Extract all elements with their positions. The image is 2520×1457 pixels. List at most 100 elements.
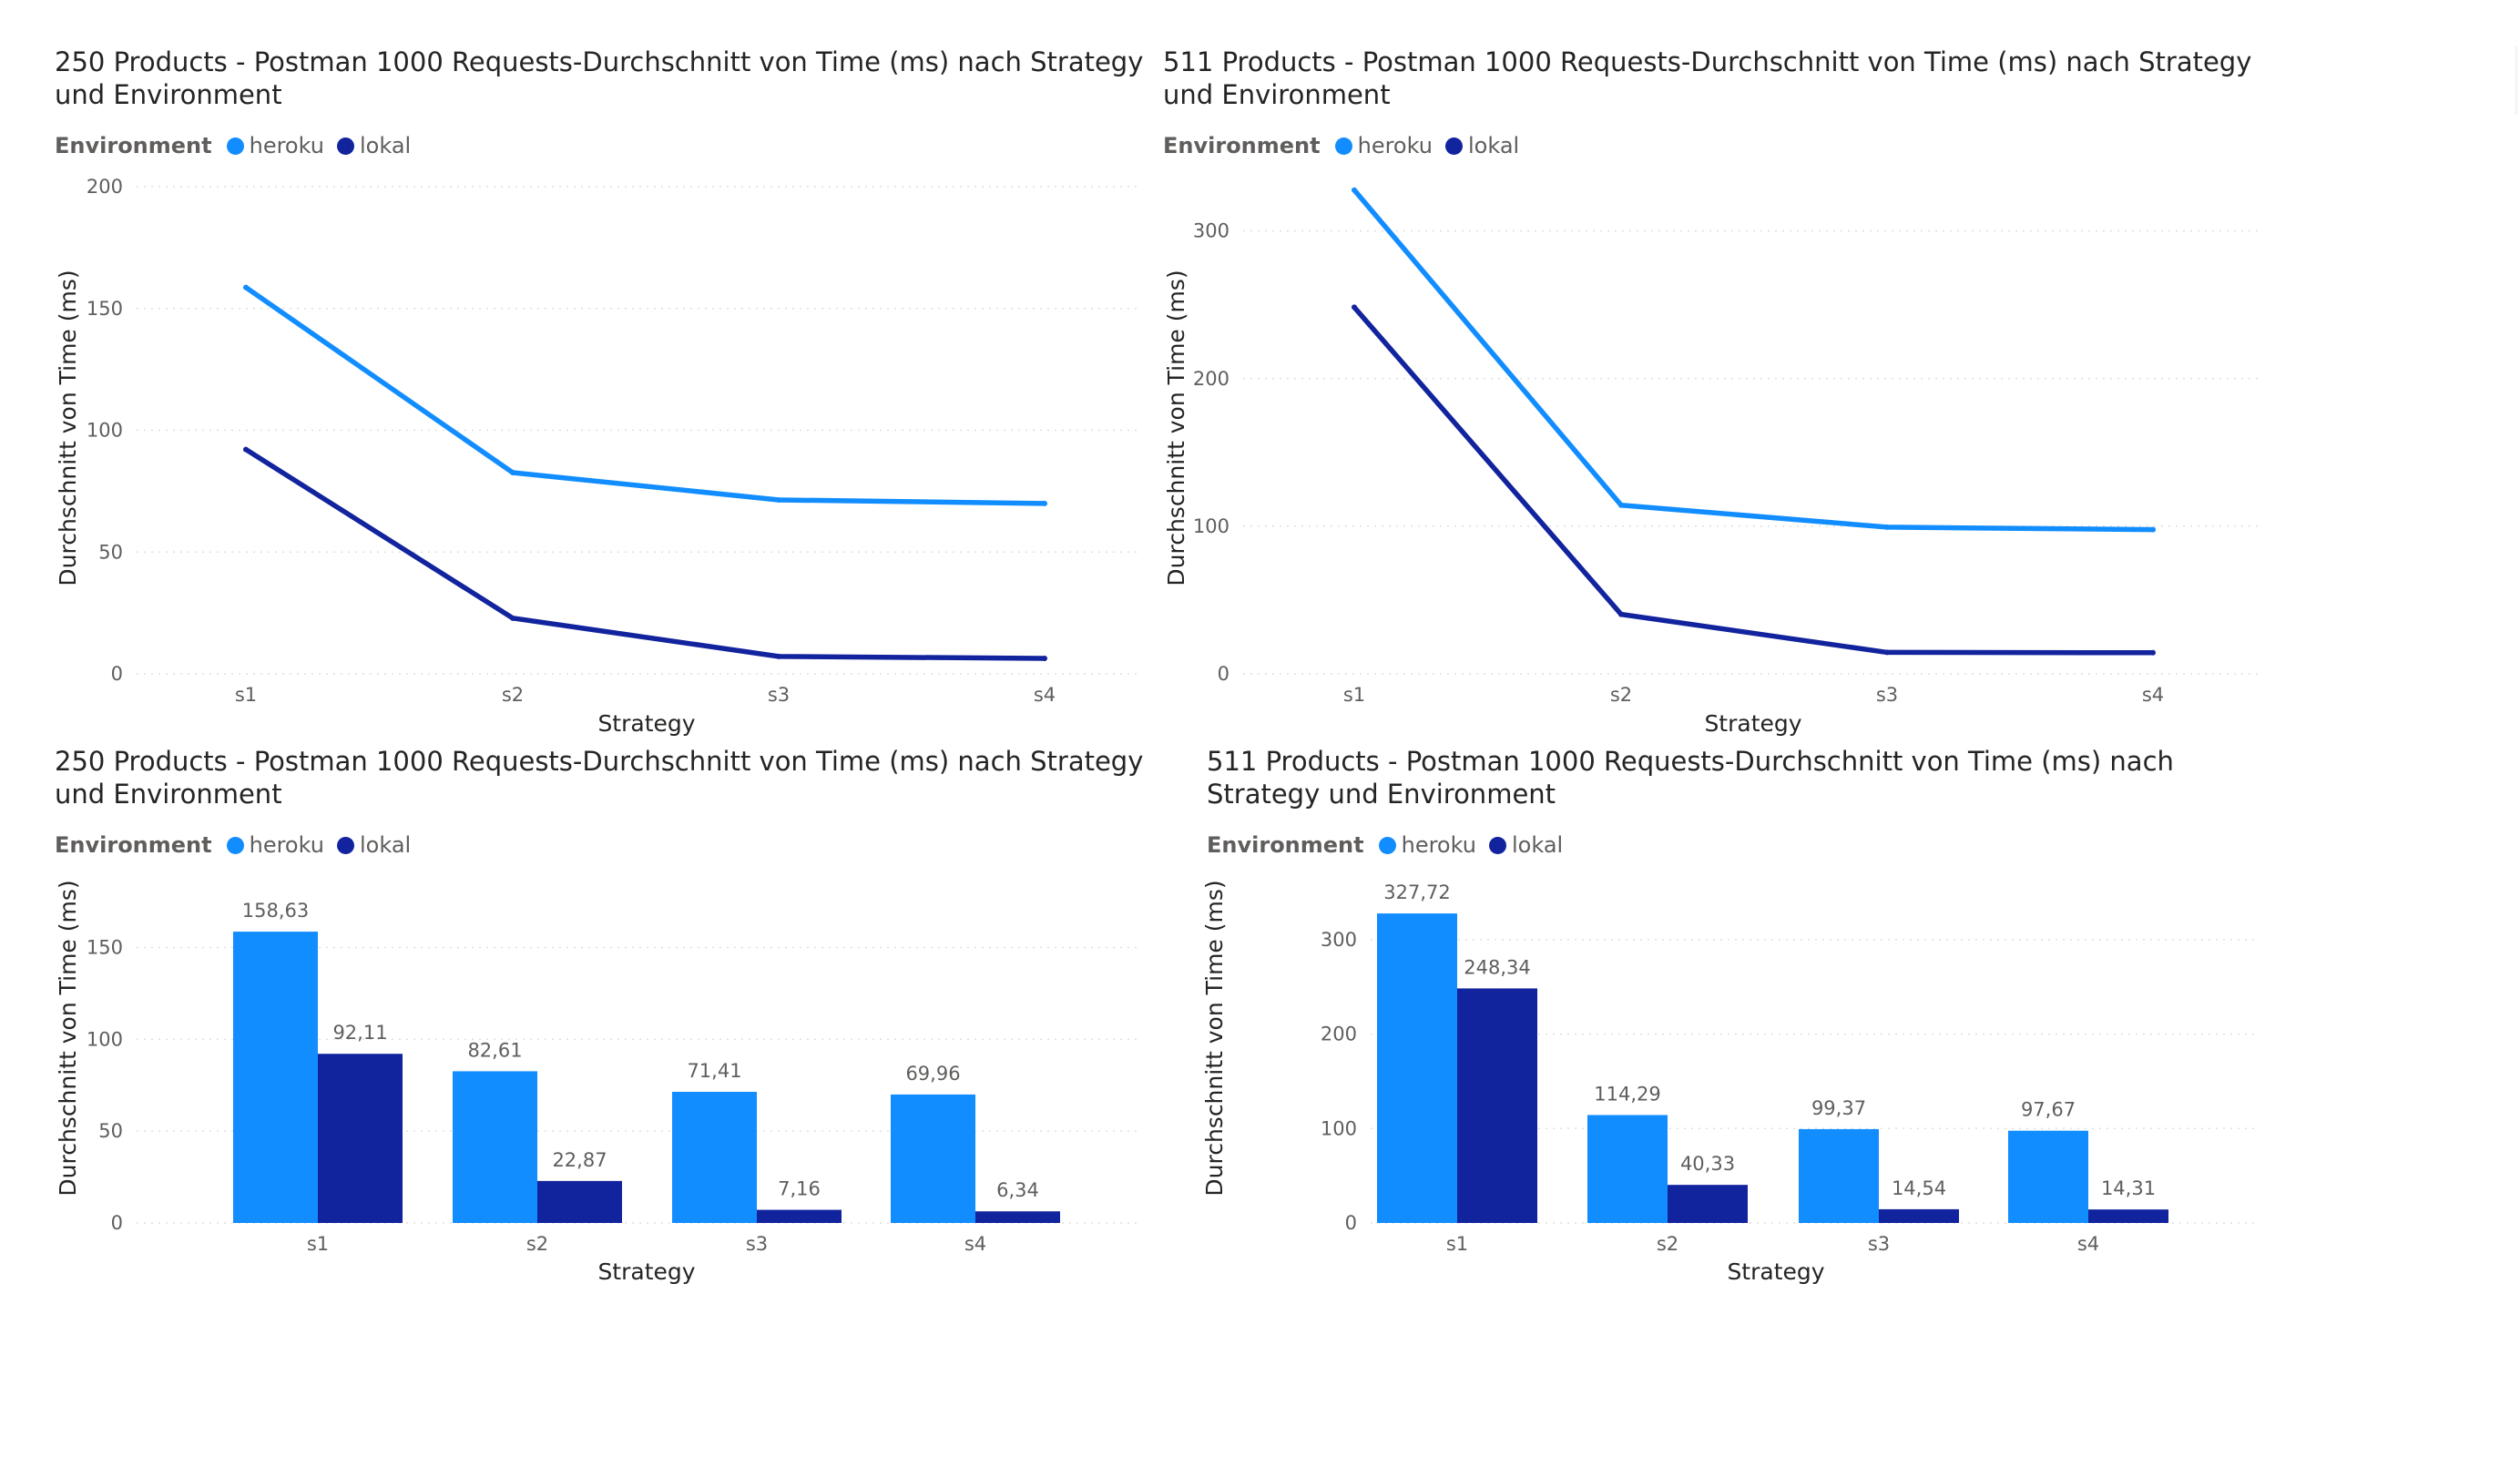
data-point-lokal[interactable] (1042, 656, 1047, 662)
legend-item-lokal[interactable]: lokal (1444, 133, 1520, 158)
legend-item-lokal[interactable]: lokal (336, 832, 412, 858)
bar-lokal[interactable] (975, 1211, 1060, 1223)
data-label: 99,37 (1811, 1097, 1866, 1119)
bar-heroku[interactable] (672, 1091, 757, 1223)
legend-label: heroku (1401, 832, 1476, 858)
data-point-lokal[interactable] (1884, 649, 1890, 656)
x-tick-label: s3 (1876, 684, 1898, 706)
data-point-lokal[interactable] (1352, 304, 1357, 311)
x-tick-label: s1 (307, 1233, 329, 1255)
y-tick-label: 0 (111, 663, 123, 685)
legend-dot-icon (336, 836, 354, 854)
bar-lokal[interactable] (1668, 1185, 1748, 1223)
bar-lokal[interactable] (757, 1209, 842, 1223)
legend-title: Environment (55, 133, 212, 158)
y-axis-title: Durchschnitt von Time (ms) (55, 270, 81, 586)
plot-area: Durchschnitt von Time (ms) Strategy 0 50 1… (55, 176, 1138, 737)
data-point-lokal[interactable] (1618, 611, 1624, 617)
legend-dot-icon (1444, 137, 1463, 155)
data-point-heroku[interactable] (1352, 187, 1357, 193)
chart-title: 250 Products - Postman 1000 Requests-Dur… (55, 746, 1144, 810)
y-tick-label: 50 (98, 1120, 123, 1142)
y-tick-label: 300 (1321, 929, 1357, 951)
x-tick-label: s2 (1610, 684, 1632, 706)
x-tick-label: s4 (1034, 684, 1056, 706)
legend: Environment heroku lokal (1163, 133, 1532, 158)
legend-dot-icon (226, 836, 244, 854)
y-axis-title: Durchschnitt von Time (ms) (55, 880, 81, 1196)
x-tick-label: s2 (502, 684, 524, 706)
x-tick-label: s2 (526, 1233, 548, 1255)
bar-lokal[interactable] (318, 1054, 403, 1223)
y-tick-label: 50 (98, 541, 123, 563)
bar-heroku[interactable] (1587, 1115, 1668, 1223)
data-point-heroku[interactable] (776, 496, 781, 503)
data-label: 114,29 (1594, 1083, 1660, 1105)
bar-lokal[interactable] (537, 1180, 622, 1223)
x-tick-label: s3 (768, 684, 790, 706)
x-axis-title: Strategy (597, 710, 695, 737)
legend-item-heroku[interactable]: heroku (226, 832, 324, 858)
x-tick-label: s3 (1868, 1233, 1890, 1255)
visual-border (2515, 46, 2517, 115)
series-line-heroku[interactable] (243, 284, 1047, 506)
x-tick-label: s4 (2142, 684, 2164, 706)
plot-area: Durchschnitt von Time (ms) Strategy 0 100… (1163, 187, 2259, 737)
x-tick-label: s1 (235, 684, 257, 706)
data-point-lokal[interactable] (776, 653, 781, 659)
bar-heroku[interactable] (453, 1071, 537, 1223)
y-tick-label: 100 (87, 420, 123, 442)
legend-label: lokal (359, 133, 412, 158)
data-point-heroku[interactable] (2150, 526, 2156, 533)
series-line-heroku[interactable] (1352, 187, 2156, 533)
x-axis-title: Strategy (1727, 1258, 1824, 1285)
data-point-lokal[interactable] (510, 615, 515, 621)
legend-item-lokal[interactable]: lokal (1488, 832, 1563, 858)
data-point-heroku[interactable] (243, 284, 249, 290)
data-label: 92,11 (332, 1022, 387, 1044)
bar-heroku[interactable] (233, 932, 318, 1223)
data-point-heroku[interactable] (1618, 502, 1624, 508)
series-line-lokal[interactable] (243, 446, 1047, 661)
bar-lokal[interactable] (2088, 1209, 2168, 1223)
legend-item-heroku[interactable]: heroku (1334, 133, 1433, 158)
legend-label: lokal (359, 832, 412, 858)
data-label: 22,87 (552, 1149, 607, 1171)
legend-title: Environment (55, 832, 212, 858)
y-axis-title: Durchschnitt von Time (ms) (1201, 880, 1228, 1196)
x-tick-label: s3 (746, 1233, 768, 1255)
plot-area: Durchschnitt von Time (ms) Strategy 0 100… (1201, 880, 2259, 1285)
y-tick-label: 0 (1218, 663, 1229, 685)
y-tick-label: 150 (87, 937, 123, 959)
legend-label: lokal (1467, 133, 1520, 158)
x-tick-label: s4 (2077, 1233, 2099, 1255)
bar-heroku[interactable] (1799, 1128, 1879, 1223)
y-axis-title: Durchschnitt von Time (ms) (1163, 270, 1189, 586)
chart-title: 511 Products - Postman 1000 Requests-Dur… (1163, 46, 2252, 110)
data-label: 97,67 (2021, 1099, 2076, 1121)
legend-dot-icon (226, 137, 244, 155)
y-tick-label: 200 (1193, 368, 1229, 390)
legend-item-heroku[interactable]: heroku (226, 133, 324, 158)
data-point-lokal[interactable] (2150, 649, 2156, 656)
data-label: 71,41 (687, 1060, 741, 1082)
x-axis-title: Strategy (1704, 710, 1801, 737)
x-axis-title: Strategy (597, 1258, 695, 1285)
bar-heroku[interactable] (2008, 1130, 2088, 1223)
bar-heroku[interactable] (1377, 913, 1457, 1223)
x-tick-label: s2 (1657, 1233, 1678, 1255)
data-point-heroku[interactable] (510, 470, 515, 476)
data-label: 14,54 (1892, 1177, 1946, 1199)
data-point-heroku[interactable] (1884, 524, 1890, 530)
legend-item-lokal[interactable]: lokal (336, 133, 412, 158)
data-label: 248,34 (1464, 956, 1530, 978)
bar-lokal[interactable] (1879, 1208, 1959, 1223)
legend-item-heroku[interactable]: heroku (1378, 832, 1476, 858)
bar-lokal[interactable] (1457, 988, 1537, 1223)
data-label: 327,72 (1383, 881, 1450, 903)
data-label: 40,33 (1680, 1153, 1735, 1175)
data-point-lokal[interactable] (243, 446, 249, 453)
data-point-heroku[interactable] (1042, 500, 1047, 506)
series-line-lokal[interactable] (1352, 304, 2156, 656)
bar-heroku[interactable] (891, 1094, 975, 1223)
